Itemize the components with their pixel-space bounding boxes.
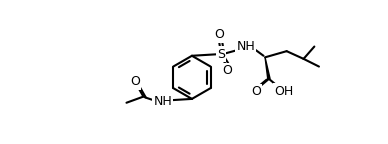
Text: S: S — [217, 48, 225, 61]
Text: O: O — [215, 29, 225, 41]
Text: O: O — [130, 75, 140, 88]
Text: OH: OH — [274, 85, 293, 98]
Text: NH: NH — [236, 40, 255, 53]
Polygon shape — [265, 57, 270, 79]
Text: O: O — [251, 86, 261, 98]
Text: NH: NH — [153, 95, 172, 108]
Text: O: O — [222, 64, 232, 77]
